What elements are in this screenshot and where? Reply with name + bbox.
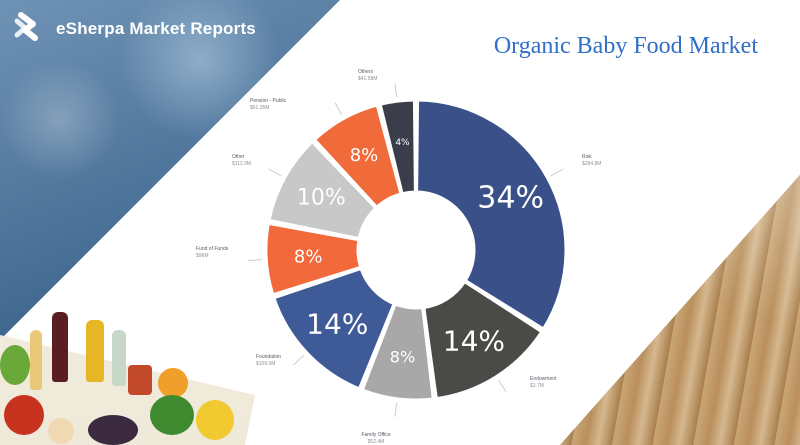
donut-slice-pension-public (312, 103, 403, 210)
leader-line (550, 168, 564, 177)
tomato-illustration (4, 395, 44, 435)
category-label: Pension - Public (250, 98, 287, 104)
leader-line (394, 402, 398, 417)
percent-label: 8% (390, 348, 415, 367)
jar-illustration (128, 365, 152, 395)
category-value: $61.35M (250, 105, 269, 111)
leader-line (394, 83, 398, 98)
percent-labels: 34%14%8%14%8%10%8%4% (294, 138, 544, 367)
page-title: Organic Baby Food Market (493, 33, 758, 59)
pepper-illustration (196, 400, 234, 440)
donut-slice-endowment (422, 279, 544, 401)
orange-illustration (158, 368, 188, 398)
category-value: $1.7M (530, 383, 544, 389)
donut-slice-fund-of-funds (264, 221, 363, 297)
bottle-illustration (86, 320, 104, 382)
category-label: Other (232, 154, 245, 160)
leader-line (248, 259, 263, 262)
category-labels: Risk$284.8M Endowment$1.7M Family Office$5… (196, 69, 601, 445)
donut-slice-others (378, 98, 417, 196)
brand-logo-icon (8, 11, 44, 47)
broccoli-illustration (150, 395, 194, 435)
leader-line (268, 168, 282, 177)
brand-name: eSherpa Market Reports (56, 19, 256, 38)
category-value: $52.4M (368, 439, 385, 445)
lettuce-illustration (0, 345, 30, 385)
donut-slice-foundation (271, 266, 397, 391)
percent-label: 14% (443, 325, 505, 358)
percent-label: 8% (350, 145, 379, 166)
donut-slice-family-office (360, 302, 435, 402)
bottle-illustration (30, 330, 42, 390)
egg-illustration (48, 418, 74, 444)
category-label: Endowment (530, 376, 557, 382)
percent-label: 14% (306, 307, 368, 340)
category-label: Fund of Funds (196, 246, 229, 252)
leader-line (498, 379, 507, 393)
category-value: $112.9M (232, 161, 251, 167)
category-label: Foundation (256, 354, 281, 360)
percent-label: 8% (294, 246, 323, 267)
category-value: $284.8M (582, 161, 601, 167)
bottle-illustration (52, 312, 68, 382)
category-label: Family Office (361, 432, 390, 438)
bottle-illustration (112, 330, 126, 386)
donut-slices (264, 98, 568, 402)
percent-label: 10% (297, 185, 346, 210)
category-value: $96M (196, 253, 209, 259)
eggplant-illustration (88, 415, 138, 445)
percent-label: 34% (477, 180, 544, 215)
donut-slice-risk (415, 98, 568, 332)
category-value: $109.5M (256, 361, 275, 367)
leader-line (293, 355, 305, 366)
category-value: $41.58M (358, 76, 377, 82)
brand-logo[interactable]: eSherpa Market Reports (8, 10, 256, 48)
donut-slice-other (267, 139, 378, 241)
percent-label: 4% (395, 138, 410, 148)
leader-lines (248, 83, 564, 417)
category-label: Risk (582, 154, 592, 160)
category-label: Others (358, 69, 374, 75)
leader-line (334, 102, 343, 116)
